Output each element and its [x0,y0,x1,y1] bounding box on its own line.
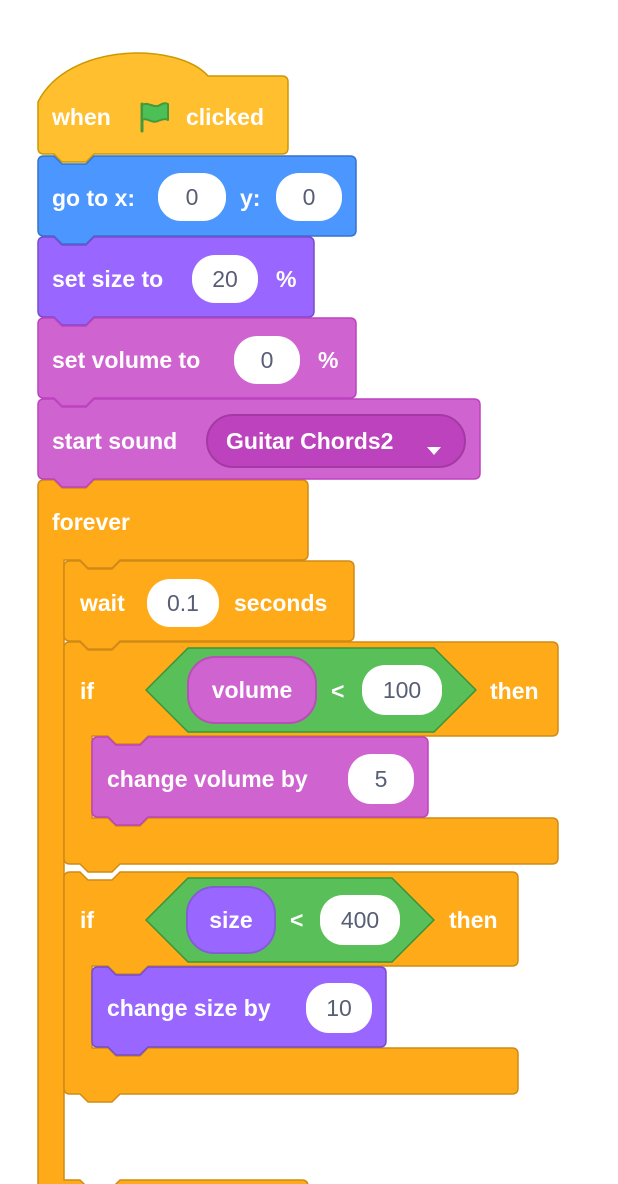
start-sound-label: start sound [52,428,178,454]
green-flag-icon [136,100,172,134]
wait-input[interactable]: 0.1 [147,579,219,627]
if-size-operator: < [290,907,304,933]
change-volume-block[interactable] [91,736,429,826]
sound-dropdown[interactable]: Guitar Chords2 [206,414,466,468]
change-volume-input[interactable]: 5 [348,754,414,804]
wait-seconds-label: seconds [234,590,328,616]
if-volume-operator: < [331,678,345,704]
set-volume-percent: % [318,347,339,373]
change-size-input[interactable]: 10 [306,983,372,1033]
if-volume-compare-input[interactable]: 100 [362,665,442,715]
volume-reporter[interactable]: volume [187,656,317,724]
set-size-label: set size to [52,266,164,292]
goto-y-input[interactable]: 0 [276,173,342,221]
set-size-percent: % [276,266,297,292]
if-volume-label: if [80,678,95,704]
set-volume-label: set volume to [52,347,201,373]
forever-label: forever [52,509,130,535]
size-reporter[interactable]: size [186,886,276,954]
goto-y-label: y: [240,185,261,211]
change-volume-label: change volume by [107,766,308,792]
if-size-compare-input[interactable]: 400 [320,895,400,945]
if-size-then: then [449,907,498,933]
if-size-label: if [80,907,95,933]
wait-label: wait [80,590,125,616]
set-size-input[interactable]: 20 [192,255,258,303]
sound-dropdown-value: Guitar Chords2 [226,427,394,454]
when-flag-label-clicked: clicked [186,104,264,130]
change-size-label: change size by [107,995,271,1021]
loop-arrow-icon [258,1114,292,1149]
set-volume-input[interactable]: 0 [234,336,300,384]
if-volume-then: then [490,678,539,704]
when-flag-label-when: when [52,104,111,130]
goto-label: go to x: [52,185,136,211]
goto-x-input[interactable]: 0 [158,173,226,221]
dropdown-arrow-icon [426,436,442,463]
